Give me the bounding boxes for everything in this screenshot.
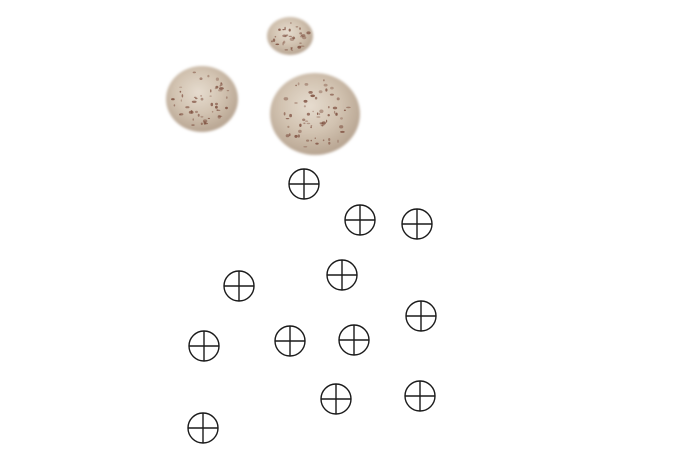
crosshair-circle-icon bbox=[288, 168, 320, 200]
crosshair-circle-icon bbox=[187, 412, 219, 444]
crosshair-circle-icon bbox=[344, 204, 376, 236]
crosshair-circle-icon bbox=[274, 325, 306, 357]
crosshair-circle-icon bbox=[320, 383, 352, 415]
crosshair-circle-icon bbox=[338, 324, 370, 356]
crosshair-circle-icon bbox=[188, 330, 220, 362]
marker-layer bbox=[187, 168, 437, 444]
crosshair-circle-icon bbox=[401, 208, 433, 240]
small-egg-speckled-egg-icon bbox=[267, 17, 313, 55]
crosshair-circle-icon bbox=[405, 300, 437, 332]
egg-layer bbox=[166, 17, 360, 155]
crosshair-circle-icon bbox=[326, 259, 358, 291]
crosshair-circle-icon bbox=[223, 270, 255, 302]
left-egg-speckled-egg-icon bbox=[166, 66, 238, 132]
crosshair-circle-icon bbox=[404, 380, 436, 412]
large-egg-speckled-egg-icon bbox=[270, 73, 360, 155]
